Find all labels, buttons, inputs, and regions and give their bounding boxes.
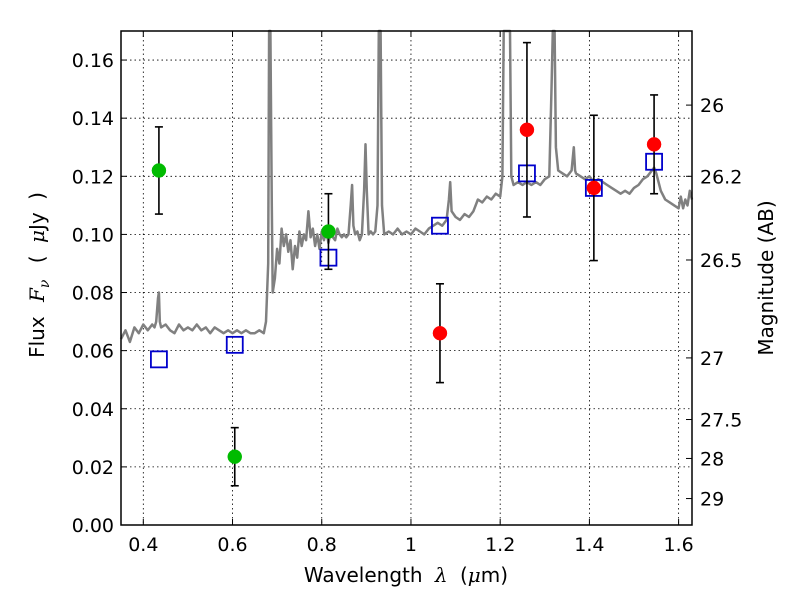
red-data-point <box>586 180 602 196</box>
y-tick-label: 0.12 <box>72 166 114 188</box>
red-data-point <box>432 325 448 341</box>
y-tick-label: 0.16 <box>72 50 114 72</box>
mag-tick-label: 27 <box>700 348 724 370</box>
y-tick-label: 0.04 <box>72 399 114 421</box>
y-tick-label: 0.06 <box>72 341 114 363</box>
x-axis-title: Wavelength λ (μm) <box>304 563 508 587</box>
spectrum-layer <box>119 29 694 344</box>
mag-tick-label: 29 <box>700 489 724 511</box>
model-photometry-square <box>150 350 168 369</box>
mag-tick-label: 26.5 <box>700 250 742 272</box>
x-tick-label: 1.6 <box>664 534 694 556</box>
y-tick-label: 0.10 <box>72 224 114 246</box>
x-tick-label: 1.2 <box>485 534 515 556</box>
x-tick-label: 0.8 <box>307 534 337 556</box>
mag-tick-label: 26.2 <box>700 166 742 188</box>
y-tick-label: 0.02 <box>72 457 114 479</box>
model-photometry-square <box>431 216 449 235</box>
x-tick-label: 1 <box>405 534 417 556</box>
errorbar-layer <box>151 41 662 487</box>
x-tick-label: 1.4 <box>574 534 604 556</box>
green-data-point <box>151 163 167 178</box>
plot-frame <box>120 30 693 526</box>
y-tick-label: 0.08 <box>72 283 114 305</box>
axis-ticks: 0.4 0.6 0.8 1 1.2 1.4 1.6 0.00 0.02 0.04 0.06 0.08 0… <box>72 31 742 556</box>
red-data-point <box>646 137 662 152</box>
green-data-point <box>227 449 243 464</box>
y2-axis-title: Magnitude (AB) <box>754 200 778 355</box>
y-tick-label: 0.00 <box>72 515 114 537</box>
mag-tick-label: 26 <box>700 95 724 117</box>
green-data-point <box>321 224 336 239</box>
model-spectrum-line <box>119 29 694 344</box>
y-tick-label: 0.14 <box>72 108 114 130</box>
mag-tick-label: 27.5 <box>700 410 742 432</box>
mag-tick-label: 28 <box>700 448 724 470</box>
model-photometry-square <box>225 335 244 354</box>
x-tick-label: 0.4 <box>128 534 158 556</box>
y-axis-title: Flux Fν ( μJy ) <box>25 192 54 358</box>
red-data-point <box>519 122 535 138</box>
x-tick-label: 0.6 <box>217 534 247 556</box>
